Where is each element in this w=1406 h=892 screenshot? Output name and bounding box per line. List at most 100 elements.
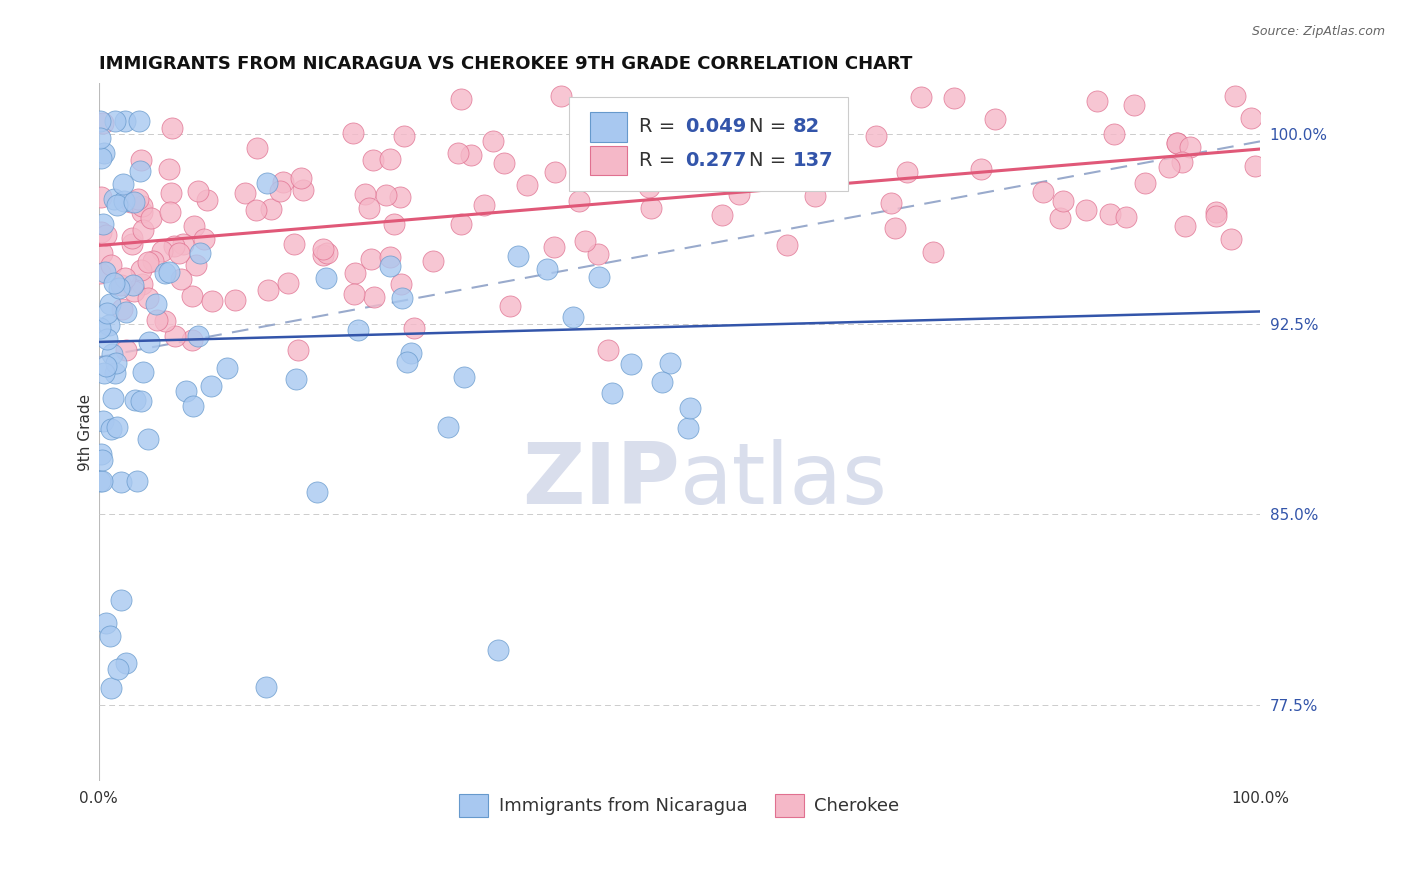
Point — [94, 265, 117, 279]
Point — [114, 114, 136, 128]
Point — [98, 297, 121, 311]
Point — [271, 176, 294, 190]
Point — [159, 205, 181, 219]
Point — [163, 239, 186, 253]
Point — [498, 299, 520, 313]
Point — [89, 266, 111, 280]
Point — [186, 258, 208, 272]
Point — [174, 384, 197, 399]
Point — [120, 195, 142, 210]
Point — [446, 145, 468, 160]
Text: R =: R = — [638, 117, 682, 136]
Point — [506, 249, 529, 263]
Point — [115, 343, 138, 357]
Point — [201, 294, 224, 309]
Point — [142, 253, 165, 268]
Point — [588, 270, 610, 285]
Text: 137: 137 — [793, 151, 834, 170]
Point — [145, 297, 167, 311]
Point — [880, 195, 903, 210]
Point — [361, 153, 384, 168]
Point — [172, 236, 194, 251]
Point — [124, 194, 146, 209]
Point — [132, 365, 155, 379]
Point — [357, 201, 380, 215]
Point — [111, 177, 134, 191]
Point — [90, 447, 112, 461]
FancyBboxPatch shape — [569, 97, 848, 191]
Point — [543, 240, 565, 254]
Point — [114, 656, 136, 670]
Point — [347, 323, 370, 337]
Point — [131, 223, 153, 237]
Point — [910, 90, 932, 104]
Point — [305, 485, 328, 500]
Point — [188, 245, 211, 260]
Point — [384, 217, 406, 231]
Point — [399, 346, 422, 360]
Point — [129, 394, 152, 409]
Point — [129, 153, 152, 167]
Point — [1171, 154, 1194, 169]
FancyBboxPatch shape — [591, 112, 627, 142]
Point — [596, 343, 619, 357]
Point — [224, 293, 246, 307]
Point — [1133, 176, 1156, 190]
Point — [187, 185, 209, 199]
Point — [586, 246, 609, 260]
Point — [139, 211, 162, 225]
Text: Source: ZipAtlas.com: Source: ZipAtlas.com — [1251, 25, 1385, 38]
Point — [181, 289, 204, 303]
Point — [363, 290, 385, 304]
Point — [145, 313, 167, 327]
Point — [728, 186, 751, 201]
Point — [775, 237, 797, 252]
Point — [676, 420, 699, 434]
Point — [103, 277, 125, 291]
Point — [378, 250, 401, 264]
Point — [277, 276, 299, 290]
Point — [799, 168, 821, 182]
Point — [128, 114, 150, 128]
Point — [121, 231, 143, 245]
Point — [474, 198, 496, 212]
Point — [195, 193, 218, 207]
Point — [1240, 111, 1263, 125]
Point — [169, 245, 191, 260]
Point — [89, 321, 111, 335]
Point — [312, 242, 335, 256]
Point — [1205, 205, 1227, 219]
Point — [114, 305, 136, 319]
Point — [157, 161, 180, 176]
Point — [89, 475, 111, 489]
Point — [315, 246, 337, 260]
Point — [896, 165, 918, 179]
Point — [100, 681, 122, 695]
Point — [492, 155, 515, 169]
Point — [181, 333, 204, 347]
Point — [129, 263, 152, 277]
Point — [354, 186, 377, 201]
Text: N =: N = — [749, 117, 793, 136]
Point — [1032, 185, 1054, 199]
Point — [600, 386, 623, 401]
Point — [984, 112, 1007, 126]
Point — [100, 258, 122, 272]
Point — [391, 291, 413, 305]
Text: 0.277: 0.277 — [685, 151, 747, 170]
Point — [437, 420, 460, 434]
Point — [404, 321, 426, 335]
Point — [640, 201, 662, 215]
Point — [163, 329, 186, 343]
Point — [344, 266, 367, 280]
Point — [804, 188, 827, 202]
Point — [91, 217, 114, 231]
Point — [422, 254, 444, 268]
Point — [312, 247, 335, 261]
Point — [96, 359, 118, 373]
Point — [89, 114, 111, 128]
Point — [110, 277, 132, 292]
Legend: Immigrants from Nicaragua, Cherokee: Immigrants from Nicaragua, Cherokee — [453, 787, 907, 824]
Point — [246, 141, 269, 155]
Point — [1180, 140, 1202, 154]
